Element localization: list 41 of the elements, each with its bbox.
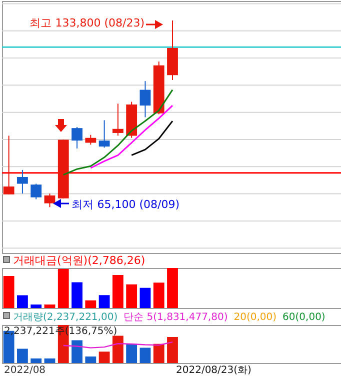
bar xyxy=(153,344,164,363)
text: 2022/08/23(화) xyxy=(176,365,252,376)
legend-title: 거래량(2,237,221,00) xyxy=(13,312,118,323)
legend-label: 20(0,00) xyxy=(234,312,277,323)
bar xyxy=(58,269,69,308)
candlestick xyxy=(140,80,151,118)
text: 단순 5(1,831,477,80) xyxy=(124,312,228,323)
candlestick xyxy=(72,126,82,149)
bar xyxy=(167,337,178,363)
bar xyxy=(153,282,164,308)
bar xyxy=(126,284,138,308)
bar xyxy=(17,295,28,308)
candlestick xyxy=(112,103,124,136)
bar xyxy=(140,348,151,363)
bar xyxy=(30,304,42,308)
legend-label: 60(0,00) xyxy=(282,312,326,323)
text: 2022/08 xyxy=(4,365,46,376)
candlestick xyxy=(3,135,14,195)
bar xyxy=(112,274,124,308)
candlestick xyxy=(85,134,96,146)
bar xyxy=(17,348,28,363)
bar xyxy=(3,276,14,308)
bar xyxy=(72,340,82,363)
bar xyxy=(98,295,110,308)
annotation: 최저 65,100 (08/09) xyxy=(72,198,180,212)
bar xyxy=(112,336,124,363)
candlestick xyxy=(30,183,42,200)
bar xyxy=(140,288,151,308)
chart-title: 거래대금(억원)(2,786,26) xyxy=(13,254,146,267)
bar xyxy=(44,358,56,363)
bar xyxy=(44,304,56,308)
bar xyxy=(30,358,42,363)
bar xyxy=(72,282,82,308)
candlestick xyxy=(17,169,28,194)
bar xyxy=(85,300,96,308)
bar xyxy=(85,356,96,363)
candlestick xyxy=(98,120,110,148)
bar xyxy=(126,344,138,363)
bar xyxy=(98,352,110,363)
annotation: 최고 133,800 (08/23) xyxy=(30,16,144,30)
bar xyxy=(167,268,178,308)
